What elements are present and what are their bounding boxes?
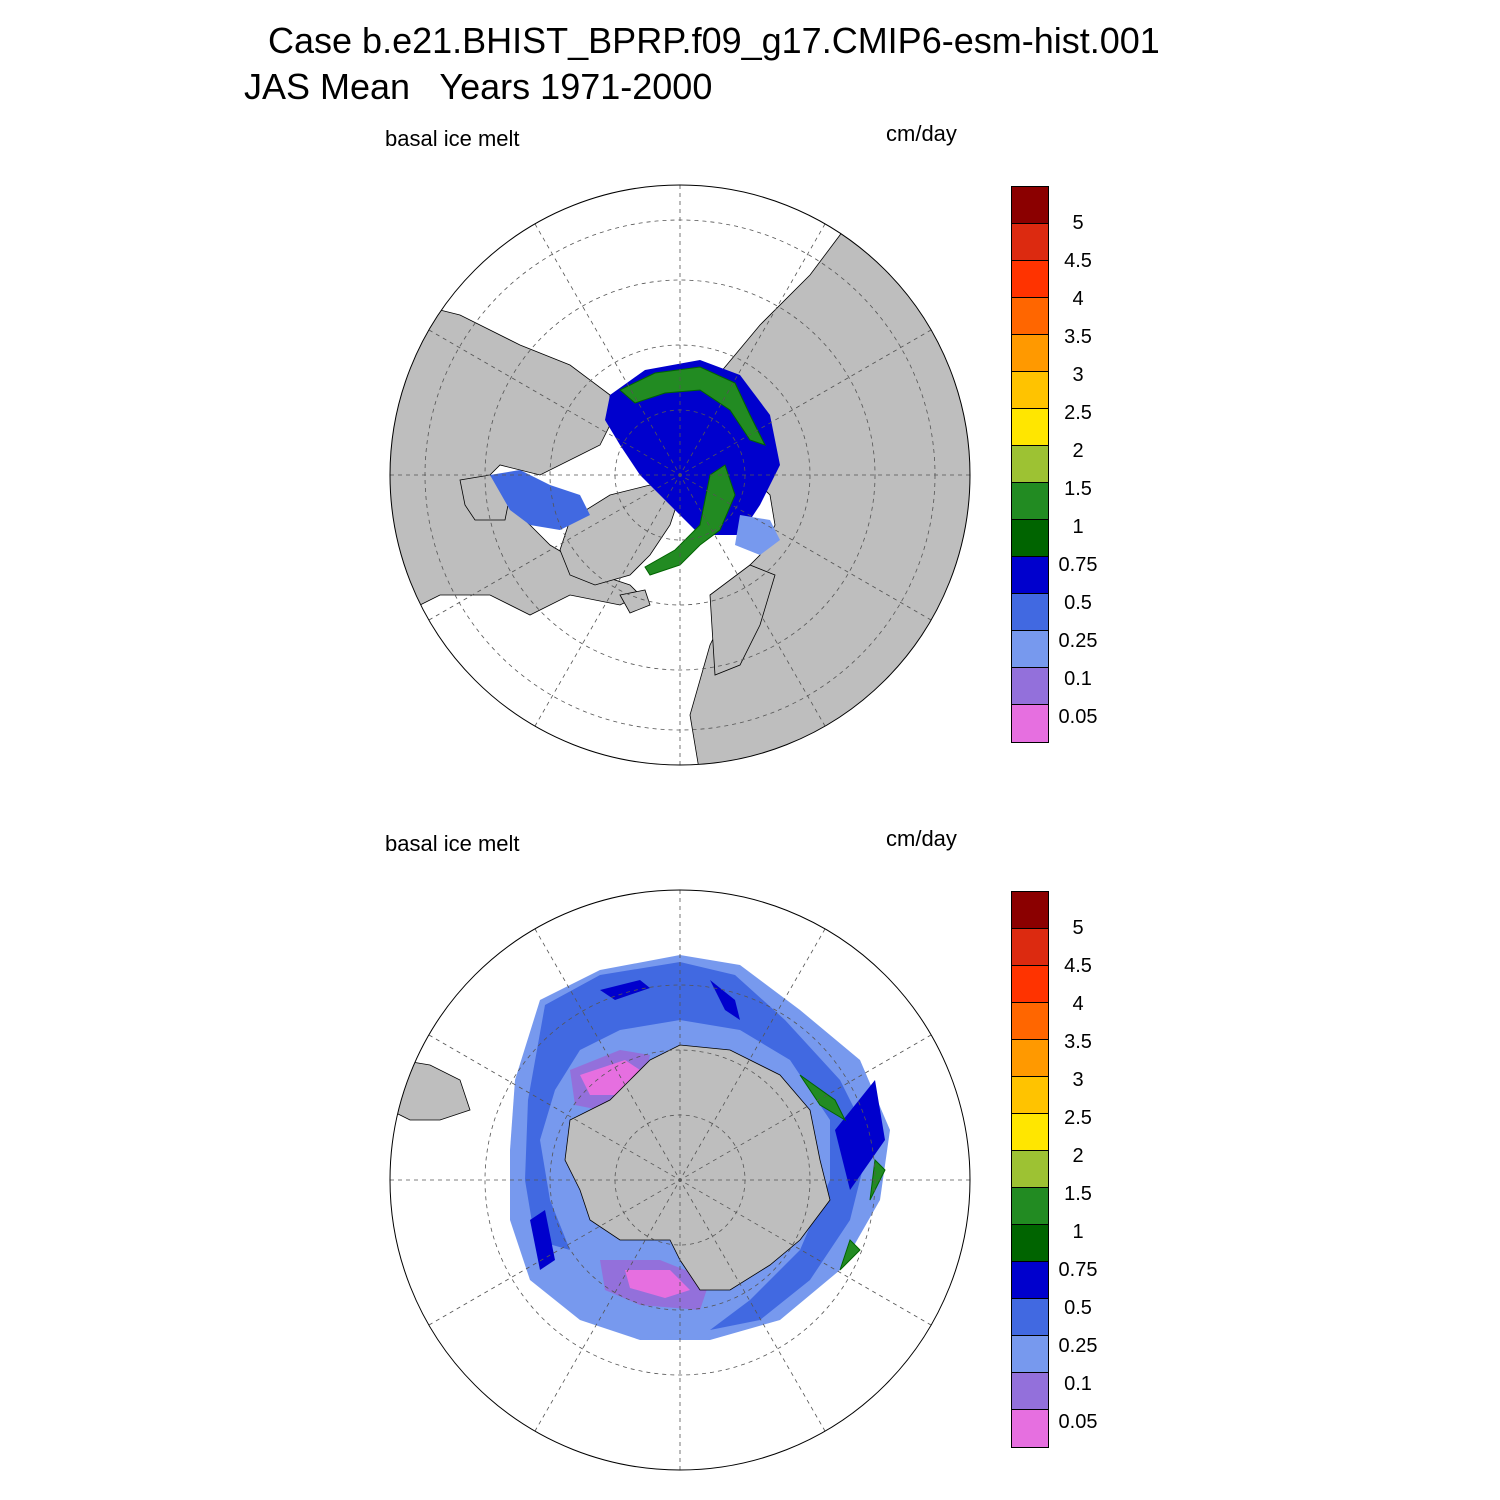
panel2-units-label: cm/day xyxy=(886,826,957,851)
colorbar2-tick-label: 1 xyxy=(1072,1221,1084,1243)
colorbar1-tick-label: 0.05 xyxy=(1058,706,1098,728)
arctic-map-border xyxy=(389,184,971,766)
colorbar2-swatch xyxy=(1012,1299,1048,1336)
colorbar1-tick-label: 4.5 xyxy=(1064,250,1092,272)
colorbar1-swatch xyxy=(1012,261,1048,298)
colorbar1-swatch xyxy=(1012,224,1048,261)
antarctic-map-border xyxy=(389,889,971,1471)
colorbar2-tick-label: 2.5 xyxy=(1064,1107,1092,1129)
colorbar1-swatch xyxy=(1012,483,1048,520)
colorbar1-tick-label: 1 xyxy=(1072,516,1084,538)
panel2-colorbar xyxy=(1011,891,1049,1448)
colorbar2-tick-label: 4.5 xyxy=(1064,955,1092,977)
colorbar1-swatch xyxy=(1012,335,1048,372)
colorbar1-swatch xyxy=(1012,594,1048,631)
colorbar1-tick-label: 5 xyxy=(1072,212,1084,234)
arctic-melt-0.1-region xyxy=(735,515,780,555)
colorbar1-swatch xyxy=(1012,557,1048,594)
colorbar1-tick-label: 0.25 xyxy=(1058,630,1098,652)
arctic-melt-1-band xyxy=(619,366,766,446)
arctic-melt-0.25-region xyxy=(490,470,590,530)
scandinavia-land xyxy=(709,564,776,676)
panel1-colorbar xyxy=(1011,186,1049,743)
colorbar1-tick-label: 0.5 xyxy=(1064,592,1092,614)
panel1-units-label: cm/day xyxy=(886,121,957,146)
antarctic-melt-lowest-weddell xyxy=(625,1270,690,1298)
colorbar2-swatch xyxy=(1012,1151,1048,1188)
antarctic-graticule xyxy=(390,890,970,1470)
antarctic-melt-0.25-band xyxy=(525,962,870,1330)
colorbar2-swatch xyxy=(1012,1410,1048,1447)
colorbar1-tick-label: 1.5 xyxy=(1064,478,1092,500)
colorbar2-tick-label: 3 xyxy=(1072,1069,1084,1091)
colorbar2-tick-label: 0.25 xyxy=(1058,1335,1098,1357)
colorbar1-swatch xyxy=(1012,705,1048,742)
colorbar2-swatch xyxy=(1012,1225,1048,1262)
colorbar2-swatch xyxy=(1012,1336,1048,1373)
colorbar1-swatch xyxy=(1012,446,1048,483)
figure-title-line2: JAS Mean Years 1971-2000 xyxy=(244,66,713,107)
colorbar1-swatch xyxy=(1012,409,1048,446)
colorbar1-tick-label: 4 xyxy=(1072,288,1084,310)
colorbar2-tick-label: 3.5 xyxy=(1064,1031,1092,1053)
colorbar1-swatch xyxy=(1012,372,1048,409)
colorbar2-swatch xyxy=(1012,1040,1048,1077)
colorbar2-swatch xyxy=(1012,1262,1048,1299)
colorbar2-swatch xyxy=(1012,1114,1048,1151)
panel1-variable-label: basal ice melt xyxy=(385,126,520,151)
colorbar1-tick-label: 2.5 xyxy=(1064,402,1092,424)
arctic-graticule xyxy=(390,185,970,765)
colorbar2-swatch xyxy=(1012,1003,1048,1040)
colorbar1-swatch xyxy=(1012,631,1048,668)
colorbar1-tick-label: 3 xyxy=(1072,364,1084,386)
iceland-land xyxy=(619,589,651,614)
colorbar1-tick-label: 2 xyxy=(1072,440,1084,462)
colorbar1-tick-label: 0.1 xyxy=(1064,668,1092,690)
colorbar2-tick-label: 4 xyxy=(1072,993,1084,1015)
colorbar2-swatch xyxy=(1012,1188,1048,1225)
colorbar2-swatch xyxy=(1012,892,1048,929)
panel2-variable-label: basal ice melt xyxy=(385,831,520,856)
colorbar1-tick-label: 3.5 xyxy=(1064,326,1092,348)
colorbar2-tick-label: 0.5 xyxy=(1064,1297,1092,1319)
colorbar2-swatch xyxy=(1012,1373,1048,1410)
antarctic-polar-map xyxy=(389,889,971,1471)
colorbar2-tick-label: 2 xyxy=(1072,1145,1084,1167)
colorbar2-tick-label: 0.75 xyxy=(1058,1259,1098,1281)
colorbar1-tick-label: 0.75 xyxy=(1058,554,1098,576)
arctic-polar-map xyxy=(389,184,971,766)
colorbar2-tick-label: 1.5 xyxy=(1064,1183,1092,1205)
colorbar2-swatch xyxy=(1012,1077,1048,1114)
colorbar1-swatch xyxy=(1012,187,1048,224)
colorbar1-swatch xyxy=(1012,298,1048,335)
greenland-land xyxy=(559,484,681,586)
colorbar2-tick-label: 5 xyxy=(1072,917,1084,939)
colorbar1-swatch xyxy=(1012,668,1048,705)
figure-title-line1: Case b.e21.BHIST_BPRP.f09_g17.CMIP6-esm-… xyxy=(268,20,1160,61)
colorbar2-swatch xyxy=(1012,929,1048,966)
colorbar1-swatch xyxy=(1012,520,1048,557)
colorbar2-tick-label: 0.05 xyxy=(1058,1411,1098,1433)
colorbar2-swatch xyxy=(1012,966,1048,1003)
colorbar2-tick-label: 0.1 xyxy=(1064,1373,1092,1395)
